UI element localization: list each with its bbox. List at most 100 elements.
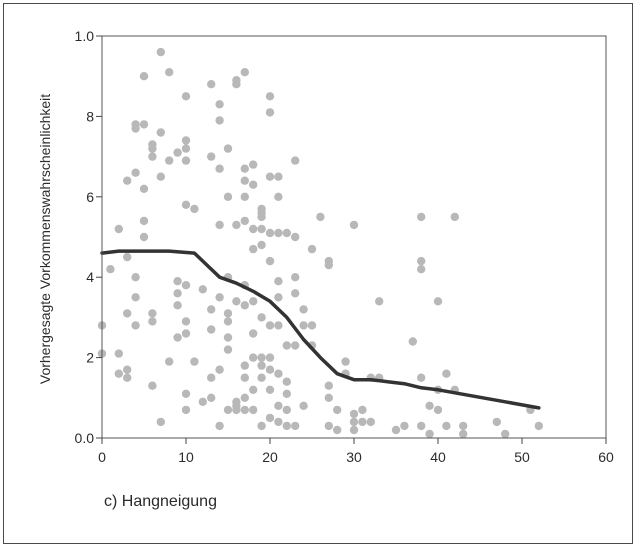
- data-point: [249, 329, 258, 338]
- data-point: [417, 421, 426, 431]
- data-point: [207, 305, 216, 314]
- data-point: [299, 401, 308, 410]
- data-point: [282, 228, 291, 238]
- data-point: [249, 353, 258, 362]
- data-point: [291, 289, 300, 298]
- data-point: [492, 417, 501, 427]
- data-point: [307, 244, 317, 254]
- data-point: [139, 72, 149, 81]
- data-point: [148, 381, 157, 390]
- x-tick-label: 40: [430, 449, 446, 465]
- data-point: [156, 47, 165, 57]
- data-point: [265, 108, 275, 117]
- data-point: [181, 317, 191, 326]
- data-point: [349, 417, 359, 427]
- data-point: [400, 421, 409, 431]
- data-point: [232, 297, 241, 306]
- data-point: [282, 377, 291, 386]
- data-point: [131, 273, 140, 282]
- data-point: [316, 212, 325, 222]
- data-point: [282, 405, 291, 415]
- data-point: [123, 365, 132, 374]
- data-point: [291, 341, 300, 350]
- data-point: [291, 156, 300, 165]
- data-point: [299, 321, 308, 330]
- data-point: [417, 373, 426, 382]
- y-axis-title-group: Vorhergesagte Vorkommenswahrscheinlichke…: [37, 94, 53, 384]
- x-tick-label: 20: [262, 449, 278, 465]
- data-point: [215, 293, 224, 302]
- data-point: [274, 417, 283, 427]
- data-point: [265, 256, 275, 266]
- data-point: [240, 192, 249, 201]
- data-point: [333, 405, 342, 415]
- data-point: [215, 164, 224, 173]
- data-point: [358, 417, 367, 427]
- data-point: [240, 301, 249, 310]
- data-point: [223, 317, 233, 326]
- data-point: [215, 116, 224, 125]
- data-point: [282, 421, 291, 431]
- data-point: [240, 405, 249, 415]
- x-tick-label: 60: [598, 449, 614, 465]
- data-point: [358, 405, 367, 415]
- chart-caption: c) Hangneigung: [104, 493, 217, 510]
- trend-line: [100, 249, 541, 410]
- data-point: [257, 353, 266, 362]
- data-point: [274, 401, 283, 410]
- x-tick-label: 50: [514, 449, 530, 465]
- data-point: [349, 220, 359, 230]
- data-point: [274, 293, 283, 302]
- data-point: [324, 421, 333, 431]
- data-point: [274, 369, 283, 378]
- data-point: [265, 172, 275, 181]
- data-point: [534, 421, 543, 431]
- data-point: [148, 152, 157, 161]
- y-tick-label: 2: [86, 350, 94, 366]
- data-point: [223, 405, 233, 415]
- data-point: [274, 321, 283, 330]
- y-axis-title: Vorhergesagte Vorkommenswahrscheinlichke…: [37, 94, 53, 384]
- data-point: [156, 172, 165, 181]
- data-point: [173, 148, 182, 157]
- data-point: [173, 277, 182, 286]
- data-point: [156, 128, 165, 137]
- data-points: [97, 47, 543, 439]
- axis-ticks: 0 10 20 30 40 50 60 0.0 2 4 6 8 1.0: [75, 28, 614, 465]
- data-point: [240, 361, 249, 370]
- data-point: [442, 369, 451, 378]
- data-point: [240, 373, 249, 382]
- data-point: [173, 333, 182, 342]
- data-point: [240, 164, 249, 173]
- x-tick-label: 10: [178, 449, 194, 465]
- data-point: [257, 224, 266, 234]
- data-point: [165, 357, 174, 366]
- data-point: [156, 417, 165, 427]
- data-point: [139, 184, 149, 193]
- data-point: [139, 120, 149, 129]
- data-point: [131, 124, 140, 133]
- data-point: [425, 401, 434, 410]
- data-point: [341, 357, 350, 366]
- data-point: [349, 425, 359, 435]
- data-point: [148, 144, 157, 153]
- data-point: [417, 212, 426, 222]
- data-point: [417, 265, 426, 274]
- data-point: [148, 309, 157, 318]
- data-point: [181, 389, 191, 398]
- data-point: [223, 333, 233, 342]
- data-point: [265, 92, 275, 101]
- data-point: [131, 168, 140, 177]
- data-point: [173, 289, 182, 298]
- data-point: [265, 353, 275, 362]
- data-point: [249, 224, 258, 234]
- data-point: [291, 273, 300, 282]
- data-point: [240, 216, 249, 226]
- data-point: [257, 421, 266, 431]
- data-point: [181, 144, 191, 153]
- data-point: [207, 373, 216, 382]
- data-point: [232, 80, 241, 89]
- data-point: [123, 373, 132, 382]
- y-tick-label: 1.0: [75, 28, 95, 44]
- data-point: [249, 385, 258, 394]
